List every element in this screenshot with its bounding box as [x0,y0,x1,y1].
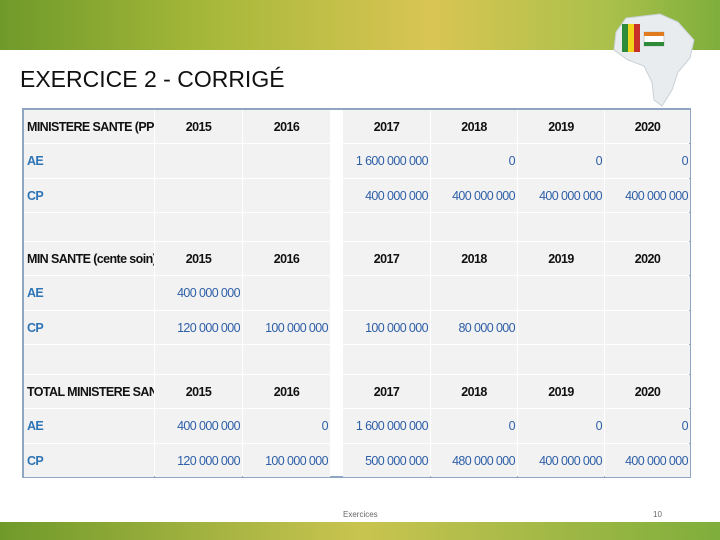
table-cell: 0 [605,409,690,443]
spacer-cell [518,213,604,241]
table-cell: 2015 [155,242,242,275]
page-number: 10 [653,510,662,519]
table-cell: 2017 [343,242,430,275]
table-cell: 400 000 000 [431,179,517,212]
table-cell [243,179,330,212]
table-cell: 100 000 000 [243,444,330,477]
table-cell: 400 000 000 [518,444,604,477]
table-cell: 2015 [155,375,242,408]
table-cell: 120 000 000 [155,311,242,344]
spacer-cell [243,345,330,374]
table-cell: 1 600 000 000 [343,409,430,443]
spacer-cell [24,213,154,241]
table-cell: AE [24,144,154,178]
spacer-cell [343,345,430,374]
table-cell [243,276,330,310]
table-cell: 2020 [605,110,690,143]
table-cell: 2015 [155,110,242,143]
footer-band [0,522,720,540]
table-cell: 480 000 000 [431,444,517,477]
spacer-cell [343,213,430,241]
header-band [0,0,720,50]
table-cell: 100 000 000 [243,311,330,344]
table-cell: 500 000 000 [343,444,430,477]
table-cell [343,276,430,310]
table-cell: 2017 [343,110,430,143]
table-cell: 0 [518,144,604,178]
table-cell [155,179,242,212]
table-cell: 2019 [518,110,604,143]
table-cell: CP [24,444,154,477]
table-cell: 2016 [243,375,330,408]
table-cell: AE [24,409,154,443]
spacer-cell [431,345,517,374]
table-cell: 400 000 000 [605,179,690,212]
table-cell: 0 [605,144,690,178]
spacer-cell [518,345,604,374]
table-cell: MIN SANTE (cente soin) [24,242,154,275]
table-cell: 2018 [431,110,517,143]
table-cell: 400 000 000 [343,179,430,212]
table-cell [605,276,690,310]
table-cell: 0 [518,409,604,443]
table-cell: 400 000 000 [518,179,604,212]
table-cell [605,311,690,344]
table-cell: 0 [431,144,517,178]
spacer-cell [431,213,517,241]
table-cell: MINISTERE SANTE (PPP) [24,110,154,143]
slide-title: EXERCICE 2 - CORRIGÉ [20,66,285,92]
table-cell: 1 600 000 000 [343,144,430,178]
spacer-cell [155,345,242,374]
table-cell: 400 000 000 [605,444,690,477]
table-cell: 80 000 000 [431,311,517,344]
table-cell [155,144,242,178]
table-cell: 120 000 000 [155,444,242,477]
table-cell: 2020 [605,375,690,408]
table-cell: 400 000 000 [155,409,242,443]
table-cell: CP [24,179,154,212]
table-cell: 100 000 000 [343,311,430,344]
table-cell: 2019 [518,375,604,408]
spacer-cell [243,213,330,241]
table-cell: CP [24,311,154,344]
spacer-cell [605,345,690,374]
spacer-cell [605,213,690,241]
table-cell: 2019 [518,242,604,275]
spacer-cell [24,345,154,374]
table-cell: 2020 [605,242,690,275]
table-cell: 2017 [343,375,430,408]
table-cell: 2016 [243,110,330,143]
table-cell: 2016 [243,242,330,275]
africa-logo [613,13,695,107]
table-cell: 2018 [431,375,517,408]
table-cell: TOTAL MINISTERE SANTE [24,375,154,408]
table-cell: 0 [431,409,517,443]
table-cell [243,144,330,178]
table-cell [431,276,517,310]
table-cell: 400 000 000 [155,276,242,310]
table-cell: 2018 [431,242,517,275]
spacer-cell [155,213,242,241]
table-cell [518,311,604,344]
table-cell: AE [24,276,154,310]
footer-label: Exercices [343,510,378,519]
table: MINISTERE SANTE (PPP) 2015 2016 2017 2018 201… [22,108,691,478]
table-cell [518,276,604,310]
table-cell: 0 [243,409,330,443]
